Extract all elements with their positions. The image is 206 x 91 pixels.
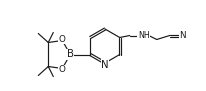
Text: B: B [67,50,73,60]
Text: NH: NH [137,31,149,40]
Text: N: N [101,60,108,70]
Text: O: O [59,65,65,74]
Text: N: N [179,31,185,40]
Text: O: O [59,35,65,44]
